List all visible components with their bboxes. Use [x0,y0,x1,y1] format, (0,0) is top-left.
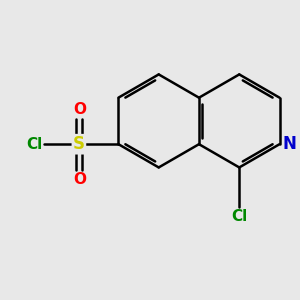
Text: Cl: Cl [231,209,247,224]
Text: Cl: Cl [26,137,42,152]
Text: S: S [73,135,85,153]
Text: N: N [282,135,296,153]
Text: O: O [74,102,87,117]
Text: O: O [74,172,87,187]
